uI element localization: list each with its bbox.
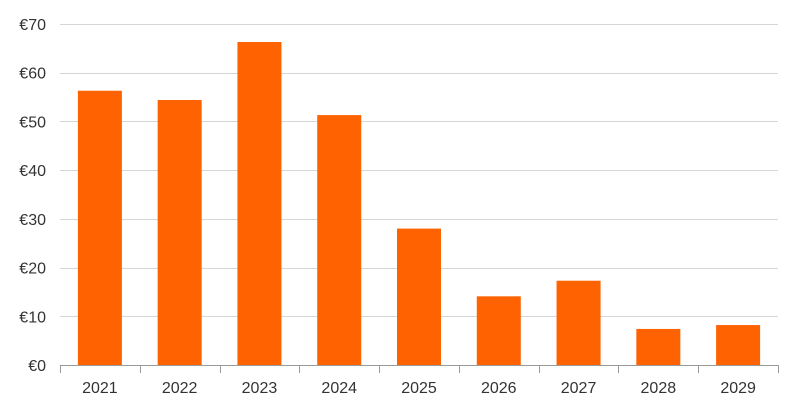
y-tick-label: €60 bbox=[19, 66, 46, 83]
bar-2028 bbox=[636, 328, 681, 365]
y-tick-label: €30 bbox=[19, 212, 46, 229]
y-tick-label: €20 bbox=[19, 261, 46, 278]
x-tick-label: 2029 bbox=[720, 380, 756, 397]
x-tick-labels: 2021 2022 2023 2024 2025 2026 2027 2028 2029 bbox=[82, 380, 756, 397]
bar-2027 bbox=[556, 280, 601, 365]
y-tick-label: €0 bbox=[28, 358, 46, 375]
x-tick-label: 2025 bbox=[401, 380, 437, 397]
axis-layer bbox=[60, 365, 779, 373]
x-tick-label: 2021 bbox=[82, 380, 118, 397]
x-tick-label: 2026 bbox=[481, 380, 517, 397]
x-tick-label: 2027 bbox=[561, 380, 597, 397]
y-tick-labels: €0 €10 €20 €30 €40 €50 €60 €70 bbox=[19, 17, 46, 375]
bar-2023 bbox=[237, 42, 282, 365]
y-tick-label: €70 bbox=[19, 17, 46, 34]
bar-2022 bbox=[157, 99, 202, 365]
bar-2021 bbox=[77, 90, 122, 365]
y-tick-label: €10 bbox=[19, 309, 46, 326]
x-tick-label: 2028 bbox=[641, 380, 677, 397]
bar-2026 bbox=[476, 296, 521, 365]
bar-2025 bbox=[397, 228, 441, 365]
x-tick-label: 2024 bbox=[321, 380, 357, 397]
bars-layer bbox=[77, 42, 761, 366]
y-tick-label: €50 bbox=[19, 114, 46, 131]
x-tick-label: 2022 bbox=[162, 380, 198, 397]
bar-2029 bbox=[716, 325, 761, 365]
x-tick-label: 2023 bbox=[242, 380, 278, 397]
y-tick-label: €40 bbox=[19, 163, 46, 180]
bar-2024 bbox=[317, 115, 362, 366]
